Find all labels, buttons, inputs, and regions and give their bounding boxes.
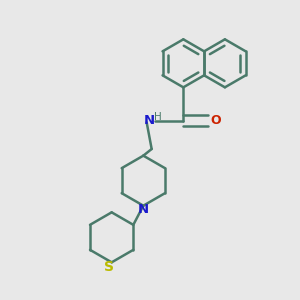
- Text: N: N: [138, 203, 149, 216]
- Text: H: H: [154, 112, 161, 122]
- Text: S: S: [104, 260, 114, 274]
- Text: O: O: [210, 114, 221, 127]
- Text: N: N: [143, 114, 155, 127]
